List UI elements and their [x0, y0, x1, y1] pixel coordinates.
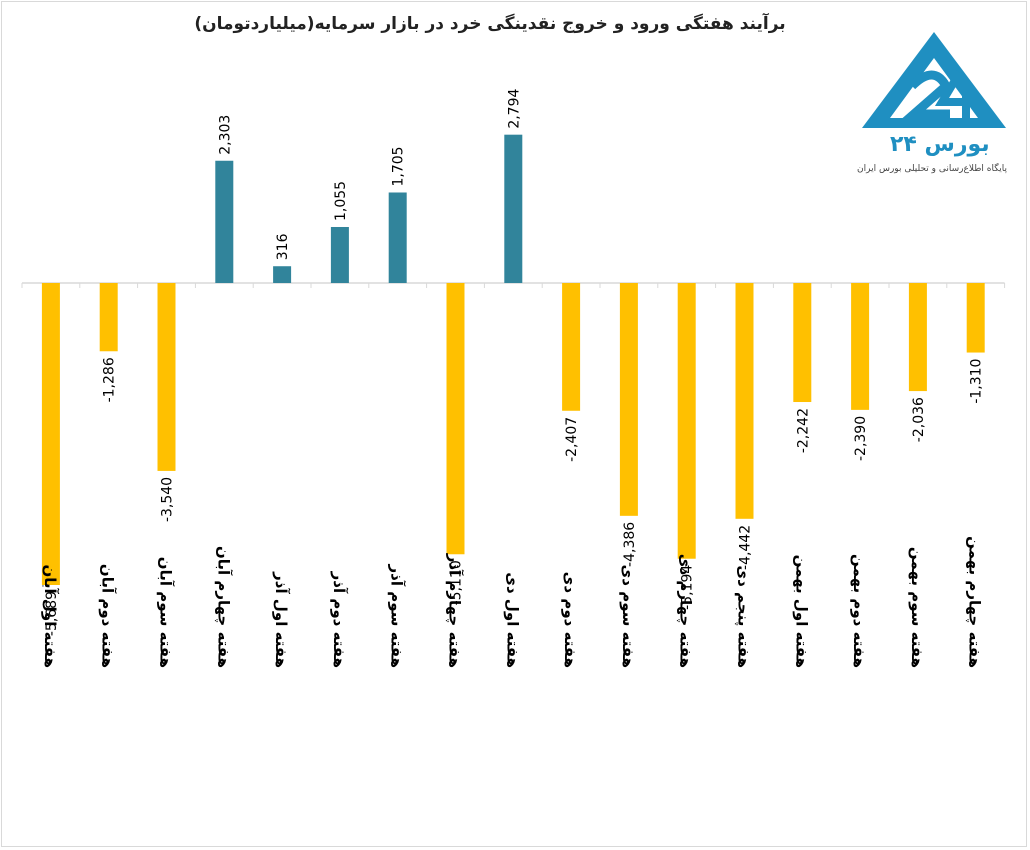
data-label: -2,390 — [853, 416, 869, 461]
data-label: -1,310 — [969, 359, 985, 404]
bar — [735, 283, 754, 519]
category-label: هفته اول دی — [503, 572, 521, 668]
bar — [446, 283, 465, 555]
data-label: 2,794 — [506, 89, 522, 129]
bar — [851, 283, 870, 410]
data-label: -2,242 — [795, 408, 811, 453]
data-label: -5,689 — [44, 591, 60, 636]
logo-tagline: پایگاه اطلاع‌رسانی و تحلیلی بورس ایران — [857, 164, 1007, 174]
data-label: -5,110 — [449, 560, 465, 605]
logo-triangle-icon — [862, 32, 1006, 128]
data-label: -1,286 — [102, 357, 118, 402]
bar — [908, 283, 927, 392]
bourse24-logo: بورس ۲۴ پایگاه اطلاع‌رسانی و تحلیلی بورس… — [842, 28, 1022, 188]
category-label: هفته پنجم دی — [734, 565, 753, 668]
bar — [966, 283, 985, 353]
category-label: هفته اول بهمن — [792, 555, 810, 668]
logo-name: بورس ۲۴ — [890, 132, 990, 157]
category-label: هفته دوم بهمن — [850, 554, 868, 668]
data-label: -4,386 — [622, 522, 638, 567]
bar — [388, 192, 407, 283]
category-label: هفته سوم دی — [619, 565, 637, 668]
bar — [215, 160, 234, 283]
data-label: 2,303 — [217, 115, 233, 155]
category-label: هفته چهارم دی — [676, 554, 695, 668]
category-label: هفته دوم آذر — [330, 571, 348, 668]
chart-title: برآیند هفتگی ورود و خروج نقدینگی خرد در … — [194, 14, 786, 34]
bar — [273, 266, 292, 283]
bar — [562, 283, 581, 411]
data-label: -2,036 — [911, 397, 927, 442]
category-label: هفته سوم آذر — [388, 564, 406, 668]
bar — [793, 283, 812, 403]
category-label: هفته دوم آبان — [99, 564, 117, 668]
bar — [330, 226, 349, 283]
category-label: هفته سوم آبان — [157, 557, 175, 668]
data-label: -4,442 — [738, 525, 754, 570]
category-label: هفته چهارم آذر — [445, 553, 464, 668]
category-label: هفته چهارم آبان — [213, 546, 232, 668]
bar — [619, 283, 638, 516]
category-label: هفته اول آبان — [41, 564, 59, 668]
bar — [41, 283, 60, 585]
category-label: هفته اول آذر — [272, 571, 290, 668]
bar — [157, 283, 176, 471]
data-label: -3,540 — [160, 477, 176, 522]
bar — [677, 283, 696, 559]
category-label: هفته دوم دی — [561, 572, 579, 668]
data-label: 316 — [275, 233, 291, 260]
bar — [504, 134, 523, 283]
category-label: هفته چهارم بهمن — [965, 536, 984, 668]
data-label: -5,194 — [680, 565, 696, 610]
category-label: هفته سوم بهمن — [908, 547, 926, 668]
data-label: -2,407 — [564, 417, 580, 462]
data-label: 1,055 — [333, 181, 349, 221]
bar — [99, 283, 118, 352]
data-label: 1,705 — [391, 146, 407, 186]
